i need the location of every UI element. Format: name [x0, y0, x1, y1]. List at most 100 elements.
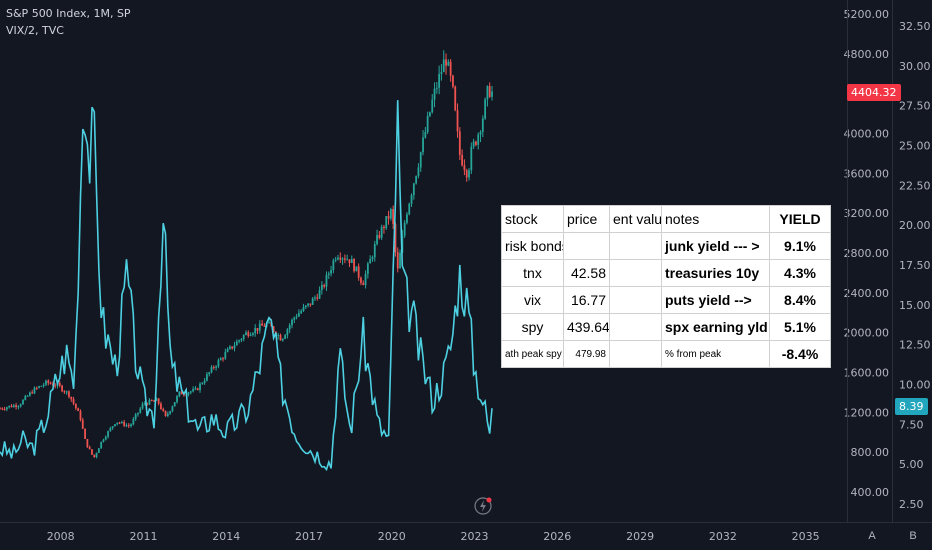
candle-body [263, 325, 266, 327]
candle-body [426, 116, 429, 133]
candle-body [91, 449, 93, 455]
cell-notes: spx earning yld [661, 313, 770, 341]
candle-body [40, 385, 43, 387]
auto-scale-button[interactable]: A [868, 530, 876, 542]
time-axis-tick-label: 2008 [47, 530, 75, 543]
candle-body [327, 273, 330, 275]
candle-body [141, 403, 144, 409]
lightning-icon[interactable] [474, 497, 492, 515]
candle-body [371, 257, 374, 260]
candle-body [465, 170, 468, 178]
candle-body [247, 332, 250, 336]
candle-body [412, 183, 415, 196]
candle-body [417, 167, 420, 176]
candle-body [111, 426, 114, 429]
last-vix-badge: 8.39 [895, 398, 928, 415]
candle-body [100, 441, 103, 449]
candle-body [408, 203, 411, 215]
candle-body [65, 391, 68, 393]
candle-body [481, 118, 484, 132]
left-axis-tick-label: 3600.00 [844, 167, 890, 180]
candle-body [286, 329, 289, 336]
candle-body [208, 372, 211, 375]
candle-body [132, 419, 135, 425]
candle-body [440, 72, 443, 74]
candle-body [86, 438, 89, 448]
candle-body [215, 366, 218, 368]
notification-dot-icon [486, 497, 492, 503]
candle-body [343, 258, 346, 260]
candle-body [458, 131, 461, 155]
candle-body [153, 400, 155, 402]
candle-body [192, 389, 195, 392]
candle-body [463, 165, 466, 171]
candle-body [118, 422, 121, 424]
table-row: vix 16.77 puts yield --> 8.4% [501, 286, 831, 314]
candle-body [139, 408, 142, 413]
candle-body [49, 382, 52, 384]
candle-body [302, 306, 305, 312]
cell-ent-value [609, 259, 662, 287]
cell-yield: 4.3% [769, 259, 831, 287]
candle-body [8, 405, 11, 408]
left-axis-tick-label: 3200.00 [844, 207, 890, 220]
candle-body [42, 384, 45, 386]
right-axis-tick-label: 25.00 [899, 140, 931, 153]
candle-body [120, 421, 123, 423]
candle-body [79, 411, 82, 420]
cell-stock: tnx [501, 259, 564, 287]
candle-body [0, 408, 1, 410]
left-axis-tick-label: 1200.00 [844, 406, 890, 419]
candle-body [1, 408, 4, 410]
candle-body [364, 273, 367, 286]
candle-body [378, 235, 381, 238]
candle-body [281, 338, 284, 341]
candle-body [187, 392, 190, 395]
candle-body [219, 358, 222, 361]
candle-body [479, 131, 482, 135]
header-notes: notes [661, 205, 770, 233]
candle-body [422, 137, 424, 153]
candle-body [229, 346, 231, 349]
candle-body [268, 321, 270, 324]
candle-body [231, 346, 234, 349]
cell-yield: 9.1% [769, 232, 831, 260]
cell-ent-value [609, 340, 662, 368]
candle-body [26, 395, 29, 397]
legend-main-series[interactable]: S&P 500 Index, 1M, SP [6, 7, 131, 20]
candle-body [373, 244, 376, 258]
candle-body [235, 341, 238, 346]
candle-body [456, 110, 459, 132]
candle-body [337, 257, 339, 260]
legend-vix-series[interactable]: VIX/2, TVC [6, 24, 64, 37]
candle-body [472, 141, 475, 147]
candle-body [143, 403, 146, 405]
table-row: tnx 42.58 treasuries 10y 4.3% [501, 259, 831, 287]
candle-body [304, 305, 307, 307]
candle-body [88, 447, 91, 450]
candle-body [102, 439, 105, 442]
cell-stock: ath peak spy [501, 340, 564, 368]
candle-body [164, 410, 167, 416]
time-axis[interactable] [0, 522, 932, 550]
candle-body [169, 411, 172, 414]
candle-body [332, 260, 335, 271]
candle-body [325, 274, 328, 287]
left-axis-tick-label: 5200.00 [844, 8, 890, 21]
left-axis-tick-label: 1600.00 [844, 367, 890, 380]
candle-body [97, 448, 100, 453]
candle-body [297, 313, 300, 317]
table-header-row: stock price ent value notes YIELD [501, 205, 831, 233]
right-scale-button[interactable]: B [909, 530, 917, 542]
candle-body [468, 170, 470, 178]
cell-yield: 8.4% [769, 286, 831, 314]
time-axis-tick-label: 2023 [461, 530, 489, 543]
candle-body [254, 328, 257, 334]
candle-body [314, 297, 316, 299]
candle-body [399, 252, 401, 269]
candle-body [17, 406, 20, 408]
table-row: ath peak spy 479.98 % from peak -8.4% [501, 340, 831, 368]
candle-body [366, 263, 369, 274]
left-price-axis-divider [847, 0, 848, 522]
